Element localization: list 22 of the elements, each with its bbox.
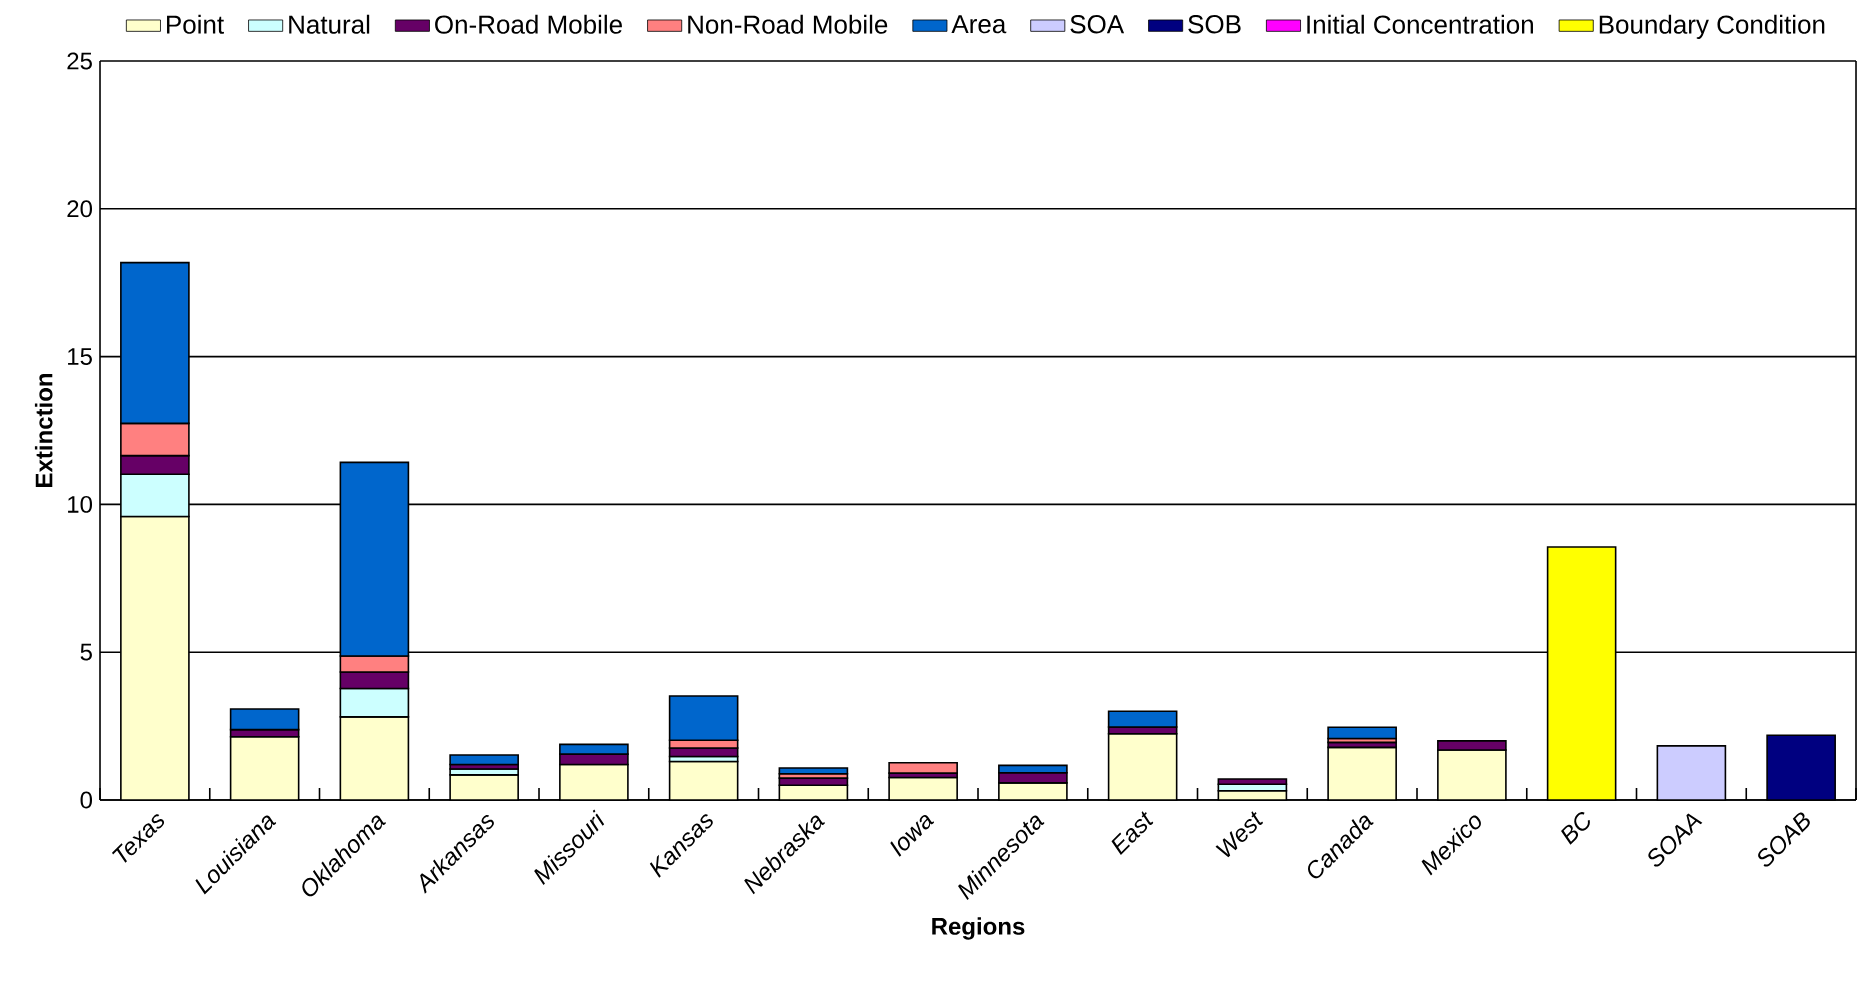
bar <box>1327 726 1397 740</box>
legend-label: Natural <box>289 14 370 34</box>
y-axis-title: Extinction <box>34 373 53 487</box>
bar <box>888 761 958 774</box>
y-tick-label: 10 <box>68 495 93 513</box>
legend-label: On-Road Mobile <box>435 14 622 34</box>
y-tick-label: 15 <box>68 348 92 365</box>
y-tick-label: 25 <box>67 52 92 70</box>
y-tick-label: 20 <box>67 200 93 218</box>
legend-label: Boundary Condition <box>1599 14 1825 39</box>
legend-label: Point <box>167 14 224 34</box>
x-tick-label: BC <box>1561 812 1590 845</box>
legend-label: SOB <box>1188 15 1241 34</box>
y-tick-label: 5 <box>80 643 92 661</box>
legend-label: Initial Concentration <box>1307 14 1533 34</box>
legend-label: Area <box>951 15 1007 34</box>
legend-label: SOA <box>1070 15 1125 34</box>
y-tick-label: 0 <box>80 791 93 809</box>
bar <box>449 754 519 766</box>
x-axis-title: Regions <box>932 917 1025 940</box>
bar <box>778 767 849 775</box>
legend-label: Non-Road Mobile <box>688 14 888 34</box>
